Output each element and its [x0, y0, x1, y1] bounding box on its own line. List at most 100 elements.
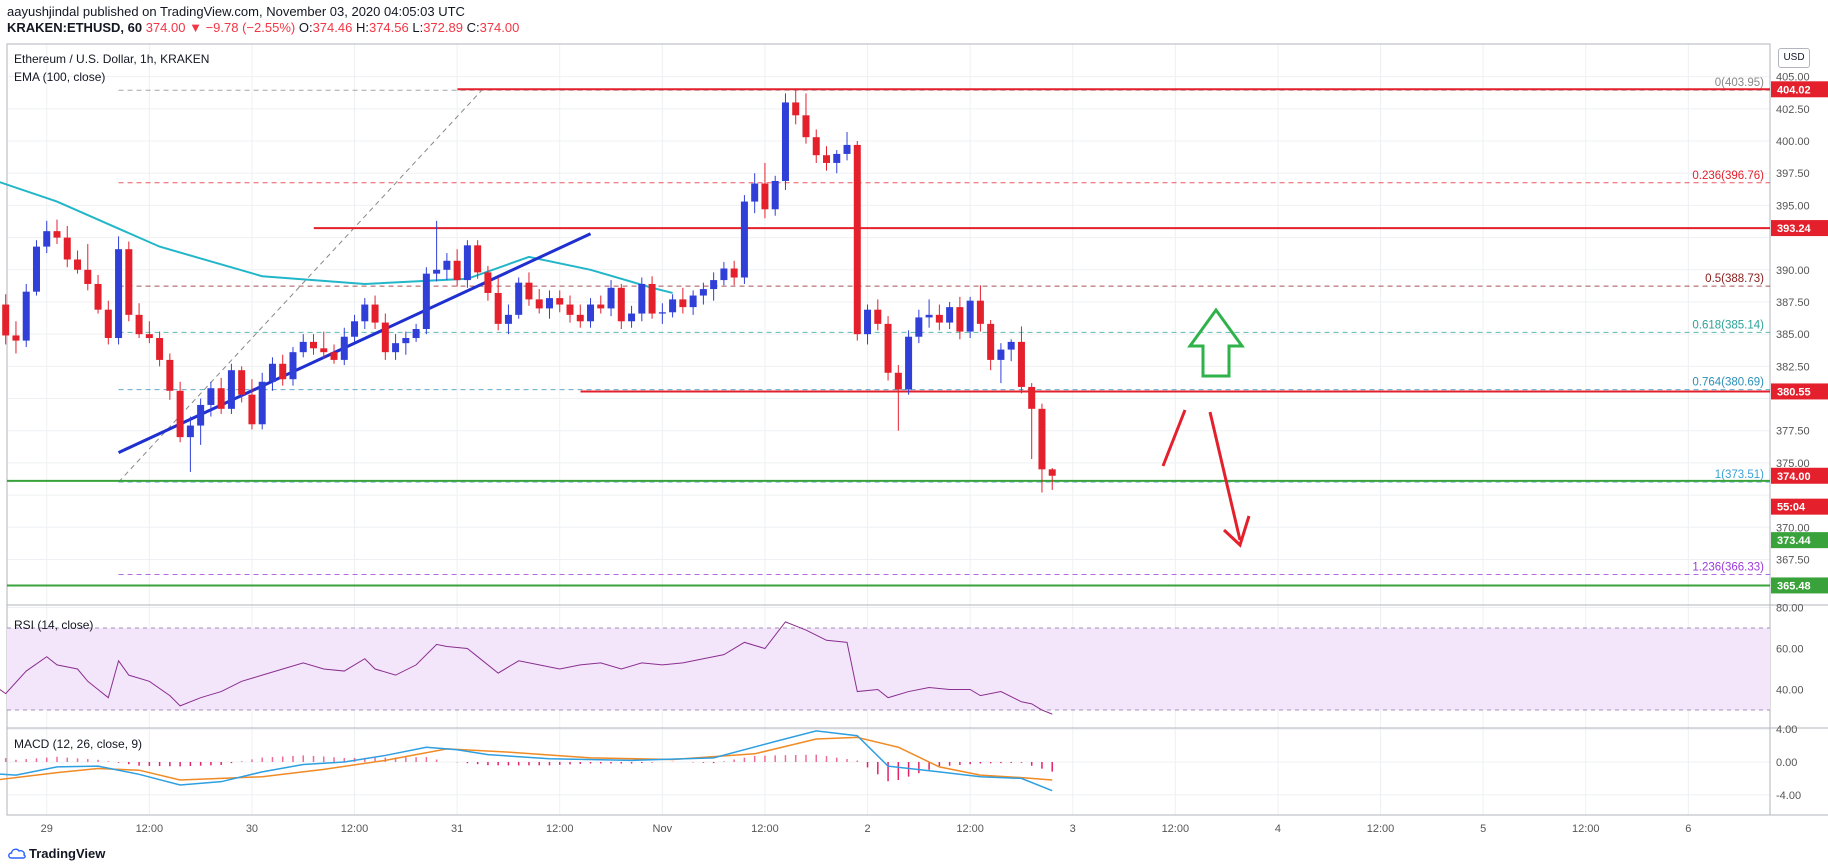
candle-body	[1028, 386, 1036, 409]
fib-level-label: 0.5(388.73)	[1705, 273, 1764, 285]
time-tick-label: 12:00	[341, 823, 369, 835]
time-tick-label: 29	[41, 823, 53, 835]
rsi-legend[interactable]: RSI (14, close)	[14, 618, 94, 632]
symbol-label: KRAKEN:ETHUSD, 60	[7, 20, 143, 35]
candle-body	[566, 304, 574, 315]
price-tick-label: 375.00	[1776, 458, 1810, 470]
rsi-line-path	[0, 621, 1053, 715]
candle-body	[268, 363, 276, 382]
high-label: H:	[355, 20, 369, 35]
time-tick-label: 2	[864, 823, 870, 835]
high-value: 374.56	[368, 20, 409, 35]
candle-body	[22, 291, 30, 341]
time-tick-label: Nov	[653, 823, 673, 835]
candle-body	[894, 372, 902, 390]
price-tick-label: 395.00	[1776, 200, 1810, 212]
price-tick-label: 397.50	[1776, 168, 1810, 180]
candle-body	[115, 249, 123, 339]
low-value: 372.89	[423, 20, 463, 35]
green-up-arrow	[1187, 307, 1245, 378]
price-tag-label: 365.48	[1777, 580, 1811, 592]
time-tick-label: 30	[246, 823, 258, 835]
candle-body	[186, 425, 194, 438]
candle-body	[310, 341, 317, 349]
candle-body	[12, 335, 20, 341]
price-tick-label: 400.00	[1776, 136, 1810, 148]
chart-title: Ethereum / U.S. Dollar, 1h, KRAKEN	[14, 52, 210, 66]
time-axis: 29 12:00 30 12:00 31 12:00 Nov 12:00 2 12:00 3 12:0…	[41, 823, 1692, 835]
candle-body	[628, 313, 636, 322]
candle-body	[74, 259, 82, 270]
candle-body	[740, 201, 748, 278]
time-tick-label: 12:00	[751, 823, 779, 835]
last-price: 374.00	[145, 20, 186, 35]
price-tag-box	[1771, 498, 1828, 515]
price-tick-label: 367.50	[1776, 554, 1810, 566]
price-tag-box	[1771, 532, 1828, 549]
macd-panel	[0, 730, 1053, 792]
candle-body	[43, 231, 51, 247]
time-tick-label: 12:00	[1367, 823, 1395, 835]
candles	[2, 89, 1056, 493]
fib-level-label: 0(403.95)	[1715, 77, 1764, 89]
price-tag-box	[1771, 220, 1828, 237]
candle-body	[104, 309, 112, 339]
candle-body	[802, 115, 810, 138]
fib-retracement: 0(403.95) 0.236(396.76) 0.5(388.73) 0.618(3…	[118, 77, 1770, 576]
horizontal-levels	[7, 88, 1770, 587]
candle-body	[525, 282, 533, 300]
macd-tick-label: 4.00	[1776, 724, 1797, 736]
price-tag-box	[1771, 81, 1828, 98]
candle-body	[792, 102, 800, 116]
time-tick-label: 5	[1480, 823, 1486, 835]
candle-body	[771, 180, 779, 210]
candle-body	[227, 370, 235, 409]
candle-body	[966, 300, 974, 332]
candle-body	[176, 390, 184, 438]
annotation-arrows	[1161, 307, 1251, 548]
price-tag-box	[1771, 383, 1828, 400]
candle-body	[258, 381, 266, 425]
price-tick-label: 390.00	[1776, 265, 1810, 277]
candle-body	[833, 153, 841, 163]
candle-body	[340, 336, 348, 360]
fib-level-label: 0.236(396.76)	[1692, 170, 1764, 182]
candle-body	[730, 268, 738, 278]
candle-body	[197, 404, 205, 426]
candle-body	[299, 341, 307, 353]
tradingview-brand[interactable]: TradingView	[8, 846, 105, 861]
price-tick-label: 370.00	[1776, 522, 1810, 534]
candle-body	[617, 287, 625, 322]
candle-body	[710, 280, 718, 290]
red-bounce-line	[1161, 409, 1187, 467]
candle-body	[63, 237, 71, 260]
candle-body	[217, 388, 225, 409]
rsi-band	[7, 627, 1770, 711]
macd-legend[interactable]: MACD (12, 26, close, 9)	[14, 737, 143, 751]
candle-body	[812, 137, 820, 156]
candle-body	[781, 102, 789, 181]
candle-body	[874, 309, 882, 324]
candle-body	[935, 314, 943, 323]
ema-legend[interactable]: EMA (100, close)	[14, 70, 106, 84]
currency-button[interactable]: USD	[1778, 48, 1810, 68]
rsi-band-fill	[7, 628, 1770, 710]
candle-body	[453, 260, 461, 281]
macd-tick-label: -4.00	[1776, 790, 1801, 802]
candle-body	[761, 183, 769, 210]
candle-body	[248, 394, 256, 425]
candle-body	[658, 312, 666, 314]
time-tick-label: 12:00	[546, 823, 574, 835]
time-tick-label: 12:00	[956, 823, 984, 835]
candle-body	[1048, 469, 1056, 476]
price-tick-label: 387.50	[1776, 297, 1810, 309]
candle-body	[987, 323, 995, 360]
candle-body	[853, 144, 861, 335]
candle-body	[207, 388, 215, 405]
candle-body	[156, 338, 164, 360]
candle-body	[2, 304, 10, 336]
open-label: O:	[298, 20, 313, 35]
fib-level-label: 0.618(385.14)	[1692, 319, 1764, 331]
change-arrow: ▼	[189, 20, 202, 35]
